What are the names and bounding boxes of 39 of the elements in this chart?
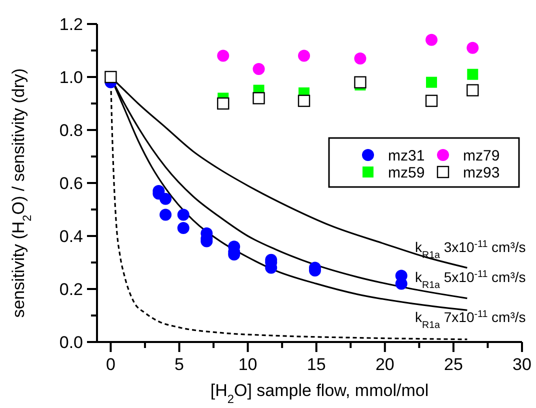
point	[426, 34, 438, 46]
legend-label: mz93	[463, 164, 500, 182]
point	[177, 222, 190, 234]
point	[217, 50, 230, 62]
point	[298, 94, 310, 107]
point	[298, 50, 310, 62]
point	[252, 63, 265, 76]
point	[160, 208, 172, 221]
x-tick-label: 25	[444, 355, 463, 374]
y-tick-label: 0.0	[59, 332, 83, 352]
x-tick-label: 0	[106, 355, 116, 374]
annotation: k$_{R1a}$ 3x10$^{-11}$ cm³/s	[415, 238, 526, 260]
x-tick-label: 10	[238, 355, 258, 374]
y-tick-label: 1.0	[59, 68, 83, 87]
y-tick-label: 0.6	[59, 174, 83, 193]
point	[467, 68, 478, 80]
point	[426, 76, 438, 88]
x-tick-label: 5	[174, 355, 184, 374]
point	[104, 70, 117, 84]
point	[160, 192, 172, 205]
x-tick-label: 20	[375, 355, 394, 374]
point	[252, 92, 265, 104]
point	[177, 208, 190, 221]
point	[217, 97, 230, 110]
annotation: k$_{R1a}$ 7x10$^{-11}$ cm³/s	[415, 308, 526, 330]
point	[354, 76, 366, 88]
legend-label: mz59	[388, 164, 425, 182]
y-tick-label: 0.2	[59, 280, 83, 299]
legend-label: mz79	[463, 147, 500, 164]
annotation: k$_{R1a}$ 5x10$^{-11}$ cm³/s	[415, 268, 526, 290]
y-tick-label: 0.4	[59, 226, 83, 246]
point	[354, 52, 366, 64]
x-tick-label: 15	[306, 355, 326, 374]
x-axis-title: [H$_{2}$O] sample flow, mmol/mol	[210, 381, 429, 406]
y-tick-label: 1.2	[59, 14, 83, 34]
legend-label: mz31	[388, 147, 425, 164]
point	[466, 42, 479, 54]
x-tick-label: 30	[512, 355, 532, 374]
y-tick-label: 0.8	[59, 120, 83, 140]
